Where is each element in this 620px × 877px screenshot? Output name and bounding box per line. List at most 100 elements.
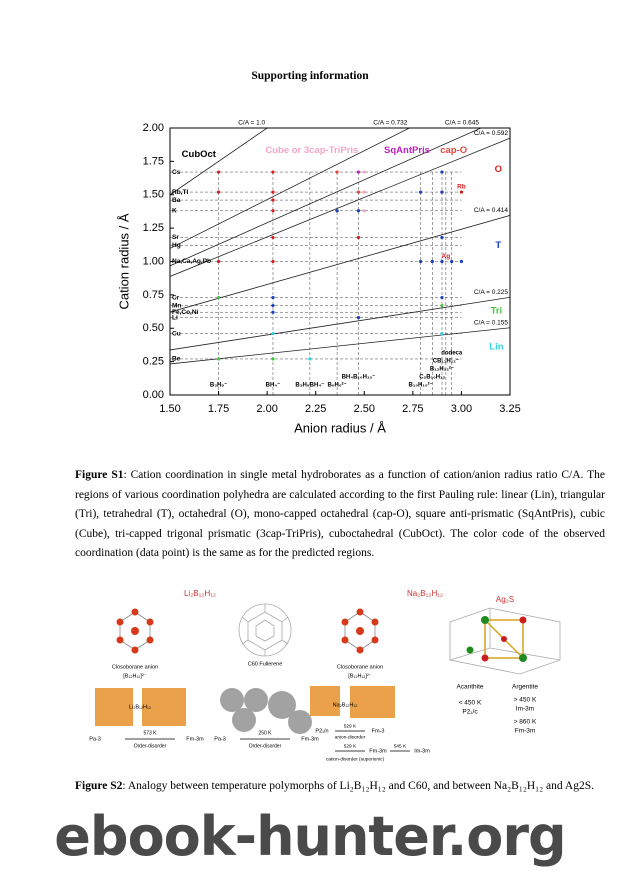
region-label: Lin [489,341,503,352]
y-tick-label: 0.00 [143,389,164,401]
x-tick-label: 2.50 [354,403,375,415]
figure-label: C60 Fullerene [248,661,283,667]
ratio-label: C/A = 0.225 [474,289,509,296]
caption-text: : Cation coordination in single metal hy… [75,469,605,559]
cation-label: Cr [172,294,180,301]
data-point [450,259,454,264]
region-label: CubOct [182,149,217,160]
anion-label: BH₄⁻ [266,383,281,389]
anion-label: BH₄B₁₀H₁₀⁻ [342,375,376,381]
data-point [356,235,361,240]
x-tick-label: 3.25 [499,403,520,415]
data-point [459,190,464,194]
data-point [440,190,444,194]
data-point [335,170,339,174]
data-point [356,315,361,320]
ratio-line [170,137,510,277]
figure-label: Pa-3 [214,736,226,742]
data-point [430,259,434,264]
watermark: ebook-hunter.org [54,805,566,868]
region-label: Tri [491,305,503,316]
region-label: cap-O [440,145,467,156]
cation-label: Ba [172,197,181,204]
anion-label: B₃H₈BH₄⁻ [295,383,324,389]
x-tick-label: 2.75 [402,403,423,415]
ratio-line [170,327,510,365]
x-tick-label: 2.25 [305,403,326,415]
data-point [362,170,366,174]
data-point [440,295,444,300]
region-label: T [495,240,501,251]
ratio-line [170,128,411,249]
data-point [216,190,221,194]
figure-label: Fm-3m [515,728,536,735]
figure-label: [B₁₂H₁₂]²⁻ [348,673,372,679]
figure-label: Argentite [512,684,538,691]
annotation: Rb [457,183,466,190]
data-point [459,259,464,264]
ratio-label: C/A = 0.592 [474,130,509,137]
data-point [356,209,361,213]
ratio-label: C/A = 0.155 [474,319,509,326]
figure-label: Fm-3 [372,728,385,734]
ratio-line [170,296,510,351]
ratio-line [170,128,482,267]
data-point [271,209,275,213]
x-tick-label: 1.75 [208,403,229,415]
figure-label: Order-disorder [134,743,167,749]
data-point [216,259,221,264]
figure-label: Li₂B₁₂H₁₂ [184,589,216,598]
x-tick-label: 1.50 [159,403,180,415]
cation-label: Cu [172,330,181,337]
figure-label: Li₂B₁₂H₁₂ [129,704,151,710]
anion-label: B₁₀H₁₀²⁻ [409,382,433,389]
figure-label: Closoborane anion [112,664,158,670]
figure-label: Closoborane anion [337,664,383,670]
data-point [216,295,221,300]
figure-label: Na₂B₁₂H₁₂ [333,702,358,708]
region-label: O [495,164,502,175]
fig-s2-art [95,603,561,752]
ratio-label: C/A = 0.732 [373,120,408,127]
cation-label: Fe,Co,Ni [172,309,199,316]
figure-label: Pa-3 [89,736,101,742]
y-tick-label: 1.25 [143,222,164,234]
figure-label: > 860 K [514,719,537,726]
cation-label: Na,Ca,Ag,Pb [172,258,211,265]
figure-label: Na₂B₁₂H₁₂ [407,589,443,598]
data-point [216,357,221,361]
anion-label: dodeca [441,351,463,357]
figure-label: 250 K [258,730,272,736]
data-point [216,170,221,174]
y-tick-label: 1.00 [143,255,164,267]
figure-label: Fm-3m [301,736,319,742]
data-point [271,259,275,264]
data-point [271,170,275,174]
figure-label: > 450 K [514,697,537,704]
figure-label: Im-3m [414,748,430,754]
data-point [335,209,339,213]
figure-label: Im-3m [516,706,534,713]
y-tick-label: 0.75 [143,289,164,301]
anion-label: B₆H₆²⁻ [327,382,346,389]
page-title: Supporting information [251,70,369,82]
region-label: SqAntPris [384,145,430,156]
figure-label: cation-disorder (superionic) [326,756,385,762]
cation-label: Mn [172,302,181,309]
cation-label: Li [172,314,178,321]
anion-label: B₁₂H₁₂²⁻ [430,366,454,373]
cation-label: Rb,Tl [172,189,188,196]
data-point [271,331,275,336]
figure-label: Order-disorder [249,743,282,749]
y-tick-label: 0.25 [143,356,164,368]
ratio-label: C/A = 1.0 [238,120,265,127]
data-point [271,357,275,361]
figure-label: [B₁₂H₁₂]²⁻ [123,673,147,679]
data-point [271,198,275,202]
figure-label: 545 K [394,743,407,749]
cation-label: Sr [172,234,179,241]
data-point [271,235,275,240]
figure-label: Ag₂S [496,595,514,604]
